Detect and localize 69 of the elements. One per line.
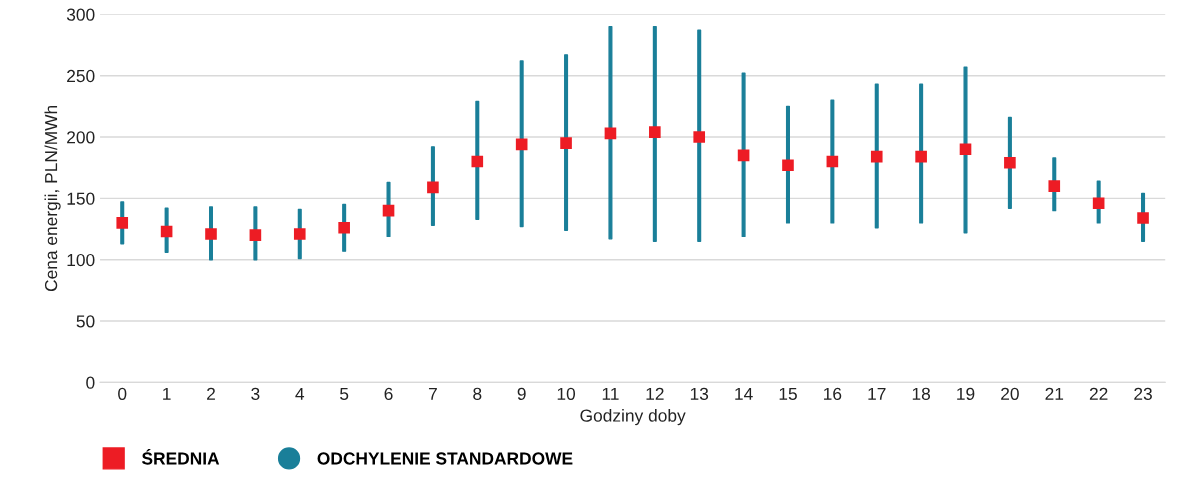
point <box>737 149 750 162</box>
y-tick-label: 200 <box>67 131 95 144</box>
y-tick-label: 150 <box>67 192 95 205</box>
x-tick-label: 19 <box>957 387 975 401</box>
point <box>116 217 129 229</box>
y-axis-title: Cena energii, PLN/MWh <box>44 105 61 292</box>
x-tick-label: 3 <box>251 387 260 401</box>
point <box>1048 180 1061 192</box>
x-tick-label: 1 <box>163 387 171 400</box>
x-tick-label: 7 <box>428 387 437 400</box>
bar <box>652 25 657 243</box>
point <box>249 229 262 241</box>
point <box>604 127 617 140</box>
x-tick-label: 12 <box>646 387 664 400</box>
point <box>1092 197 1105 210</box>
bar <box>564 54 569 231</box>
x-tick-label: 16 <box>824 387 842 401</box>
bar <box>519 60 524 228</box>
x-tick-label: 4 <box>295 387 305 400</box>
bar <box>475 100 480 220</box>
point <box>693 131 706 143</box>
point <box>338 222 350 234</box>
bar <box>608 25 613 240</box>
point <box>915 150 927 163</box>
bar <box>963 66 968 234</box>
x-tick-label: 21 <box>1045 387 1064 400</box>
x-axis-title: Godziny doby <box>580 409 686 426</box>
point <box>382 204 395 217</box>
x-tick-label: 11 <box>602 387 619 400</box>
point <box>782 159 794 172</box>
y-tick-label: 300 <box>66 8 95 21</box>
x-tick-label: 2 <box>207 387 215 400</box>
point <box>427 181 439 194</box>
bar <box>697 29 702 243</box>
legend-label: ŚREDNIA <box>141 449 220 465</box>
bar <box>741 72 746 238</box>
x-tick-label: 13 <box>690 387 709 401</box>
point <box>471 155 484 168</box>
y-tick-label: 250 <box>67 69 95 83</box>
x-tick-label: 6 <box>384 387 393 401</box>
bar <box>874 83 879 229</box>
point <box>515 138 528 151</box>
x-tick-label: 15 <box>779 387 797 401</box>
point <box>826 155 839 168</box>
point <box>959 143 972 156</box>
x-tick-label: 10 <box>557 387 576 401</box>
x-tick-label: 18 <box>912 387 931 401</box>
point <box>560 137 572 149</box>
point <box>1137 212 1149 224</box>
y-tick-label: 100 <box>67 253 95 267</box>
point <box>205 228 217 240</box>
x-tick-label: 9 <box>517 387 526 401</box>
y-tick-label: 50 <box>76 315 95 328</box>
x-tick-label: 17 <box>868 387 886 400</box>
bar <box>919 83 924 224</box>
x-tick-label: 14 <box>735 387 753 400</box>
x-tick-label: 22 <box>1089 387 1108 400</box>
x-tick-label: 20 <box>1001 387 1019 401</box>
point <box>1004 156 1016 169</box>
x-tick-label: 5 <box>340 387 349 401</box>
y-tick-label: 0 <box>86 376 95 389</box>
x-tick-label: 0 <box>118 387 127 401</box>
x-tick-label: 8 <box>473 387 482 401</box>
legend-label: ODCHYLENIE STANDARDOWE <box>317 452 573 465</box>
point <box>649 126 661 138</box>
x-tick-label: 23 <box>1134 387 1152 401</box>
point <box>870 150 883 163</box>
point <box>160 225 173 238</box>
point <box>293 228 306 240</box>
